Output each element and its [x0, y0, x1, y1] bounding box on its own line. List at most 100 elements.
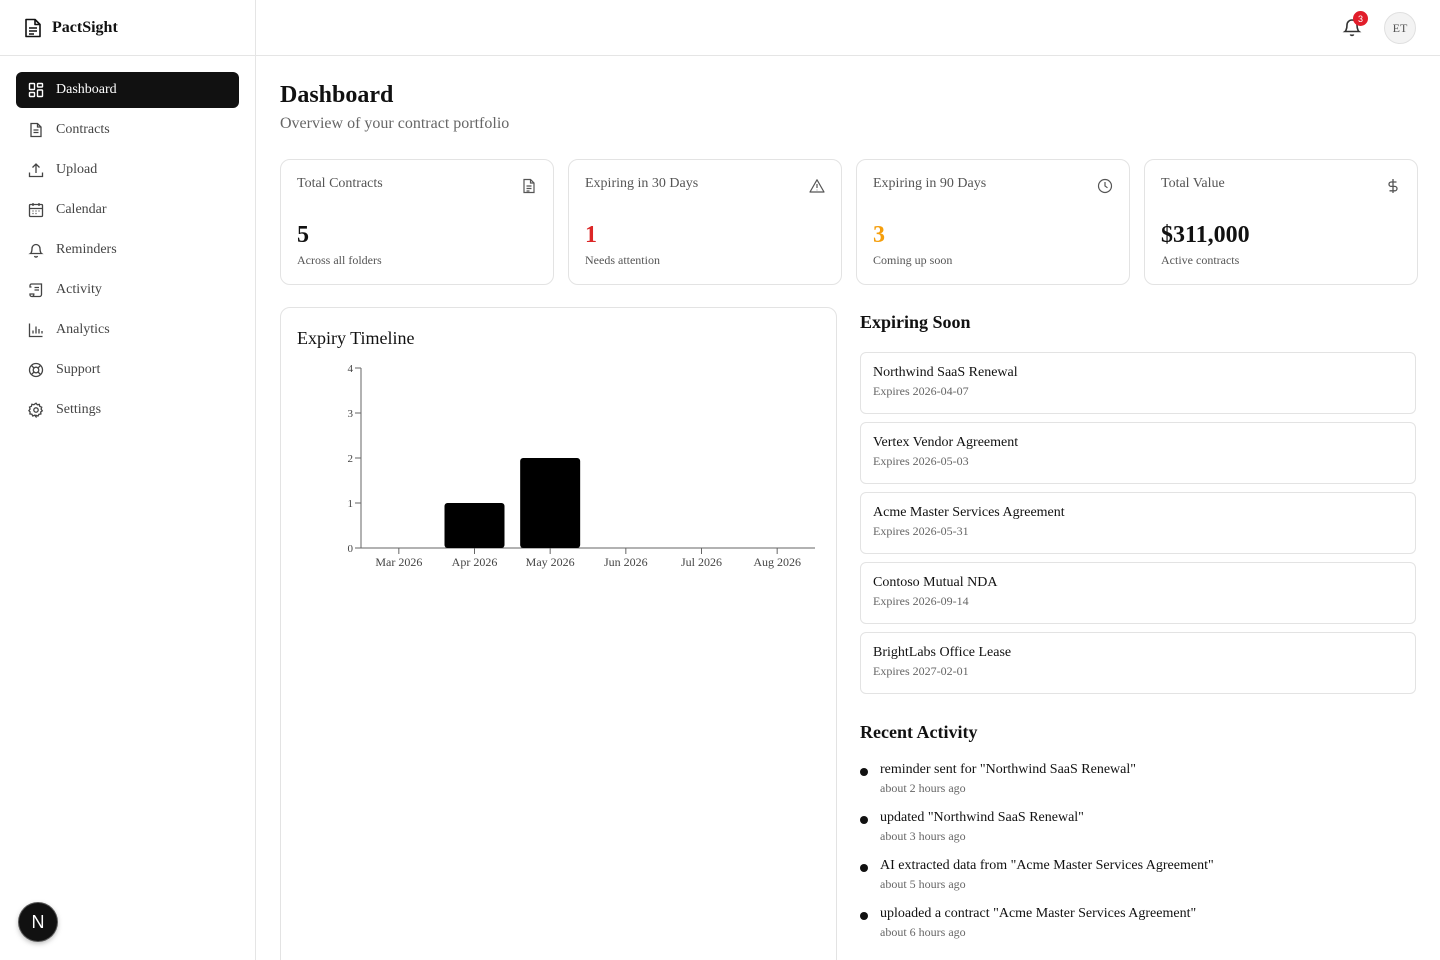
user-avatar[interactable]: ET [1384, 12, 1416, 44]
y-tick-label: 2 [348, 453, 354, 465]
contract-name: Contoso Mutual NDA [873, 575, 998, 590]
chart-title: Expiry Timeline [297, 328, 415, 348]
bullet-dot [860, 864, 868, 872]
sidebar-item-dashboard[interactable]: Dashboard [16, 72, 239, 108]
contract-name: Northwind SaaS Renewal [873, 365, 1018, 380]
dev-tools-badge[interactable]: N [19, 903, 57, 941]
bar-chart-icon [28, 323, 43, 338]
stat-note: Active contracts [1161, 253, 1240, 267]
sidebar-item-label: Activity [56, 282, 102, 297]
expiry-date: Expires 2026-04-07 [873, 384, 969, 398]
sidebar-item-label: Contracts [56, 122, 110, 137]
stat-value: 5 [297, 222, 309, 248]
sidebar-item-label: Calendar [56, 202, 107, 217]
bar [520, 458, 581, 548]
y-tick-label: 3 [348, 408, 354, 420]
sidebar-item-label: Upload [56, 162, 98, 177]
stat-card-expiring-90: Expiring in 90 Days 3 Coming up soon [856, 159, 1130, 285]
stat-card-total-value: Total Value $311,000 Active contracts [1144, 159, 1418, 285]
stat-value: 3 [873, 222, 885, 248]
stat-label: Total Value [1161, 176, 1225, 191]
bar [444, 503, 505, 548]
stat-label: Total Contracts [297, 176, 383, 191]
stat-note: Needs attention [585, 253, 660, 267]
stat-card-total-contracts: Total Contracts 5 Across all folders [280, 159, 554, 285]
sidebar-item-contracts[interactable]: Contracts [16, 112, 239, 148]
stat-label: Expiring in 30 Days [585, 176, 699, 191]
brand[interactable]: PactSight [0, 0, 255, 56]
activity-text: updated "Northwind SaaS Renewal" [880, 810, 1084, 825]
sidebar-item-reminders[interactable]: Reminders [16, 232, 239, 268]
x-tick-label: Mar 2026 [375, 555, 422, 569]
sidebar-item-calendar[interactable]: Calendar [16, 192, 239, 228]
bell-icon [28, 243, 44, 258]
bullet-dot [860, 912, 868, 920]
file-icon [523, 178, 535, 194]
expiring-item[interactable]: Contoso Mutual NDA Expires 2026-09-14 [860, 562, 1416, 624]
activity-item: AI extracted data from "Acme Master Serv… [860, 858, 1416, 892]
sidebar-item-label: Reminders [56, 242, 117, 257]
sidebar-item-upload[interactable]: Upload [16, 152, 239, 188]
expiry-date: Expires 2027-02-01 [873, 664, 969, 678]
sidebar-item-activity[interactable]: Activity [16, 272, 239, 308]
clock-icon [1097, 178, 1113, 194]
sidebar-item-label: Support [56, 362, 101, 377]
notification-count-badge: 3 [1353, 11, 1368, 26]
gear-icon [28, 402, 44, 418]
y-tick-label: 0 [348, 543, 354, 555]
sidebar-item-label: Settings [56, 402, 102, 417]
stat-note: Across all folders [297, 253, 382, 267]
dollar-icon [1388, 179, 1398, 193]
y-tick-label: 1 [348, 498, 354, 510]
expiry-date: Expires 2026-05-31 [873, 524, 969, 538]
expiring-item[interactable]: Acme Master Services Agreement Expires 2… [860, 492, 1416, 554]
upload-icon [28, 163, 44, 178]
bullet-dot [860, 768, 868, 776]
sidebar-item-label: Dashboard [56, 82, 117, 97]
dashboard-icon [28, 82, 44, 98]
sidebar-item-label: Analytics [56, 322, 110, 337]
activity-text: AI extracted data from "Acme Master Serv… [880, 858, 1214, 873]
x-tick-label: Jul 2026 [681, 555, 722, 569]
activity-text: reminder sent for "Northwind SaaS Renewa… [880, 762, 1136, 777]
activity-item: uploaded a contract "Acme Master Service… [860, 906, 1416, 940]
activity-item: updated "Northwind SaaS Renewal" about 3… [860, 810, 1416, 844]
scroll-icon [29, 283, 43, 298]
contract-name: BrightLabs Office Lease [873, 645, 1012, 660]
sidebar: PactSight Dashboard Contracts Up [0, 0, 256, 960]
sidebar-item-analytics[interactable]: Analytics [16, 312, 239, 348]
y-tick-label: 4 [348, 364, 354, 375]
recent-activity-title: Recent Activity [860, 722, 978, 742]
sidebar-nav: Dashboard Contracts Upload Calendar [0, 56, 255, 444]
page-subtitle: Overview of your contract portfolio [280, 115, 510, 132]
activity-time: about 3 hours ago [880, 829, 966, 843]
sidebar-item-settings[interactable]: Settings [16, 392, 239, 428]
stat-value: $311,000 [1161, 222, 1250, 248]
x-tick-label: May 2026 [526, 555, 575, 569]
file-icon [30, 122, 42, 138]
expiring-item[interactable]: Northwind SaaS Renewal Expires 2026-04-0… [860, 352, 1416, 414]
activity-item: reminder sent for "Northwind SaaS Renewa… [860, 762, 1416, 796]
expiring-item[interactable]: BrightLabs Office Lease Expires 2027-02-… [860, 632, 1416, 694]
expiring-soon-title: Expiring Soon [860, 312, 971, 332]
bullet-dot [860, 816, 868, 824]
expiry-date: Expires 2026-09-14 [873, 594, 969, 608]
lifebuoy-icon [28, 362, 44, 378]
contract-name: Vertex Vendor Agreement [873, 435, 1019, 450]
x-tick-label: Apr 2026 [452, 555, 498, 569]
expiring-item[interactable]: Vertex Vendor Agreement Expires 2026-05-… [860, 422, 1416, 484]
stat-label: Expiring in 90 Days [873, 176, 987, 191]
expiry-date: Expires 2026-05-03 [873, 454, 969, 468]
top-bar: 3 ET [256, 0, 1440, 56]
sidebar-item-support[interactable]: Support [16, 352, 239, 388]
x-tick-label: Jun 2026 [604, 555, 648, 569]
stat-value: 1 [585, 222, 597, 248]
activity-time: about 6 hours ago [880, 925, 966, 939]
alert-triangle-icon [809, 179, 825, 193]
expiry-timeline-chart: 0 1 2 3 4 Mar 2026 Apr 2026 May 2026 Jun 2026 Jul… [348, 364, 815, 569]
page-title: Dashboard [280, 82, 394, 108]
brand-name: PactSight [52, 18, 118, 36]
expiry-timeline-card: Expiry Timeline 0 1 2 3 4 Mar 2026 Apr 2026 May… [280, 307, 837, 960]
notification-bell-icon[interactable] [1342, 16, 1362, 38]
activity-time: about 5 hours ago [880, 877, 966, 891]
